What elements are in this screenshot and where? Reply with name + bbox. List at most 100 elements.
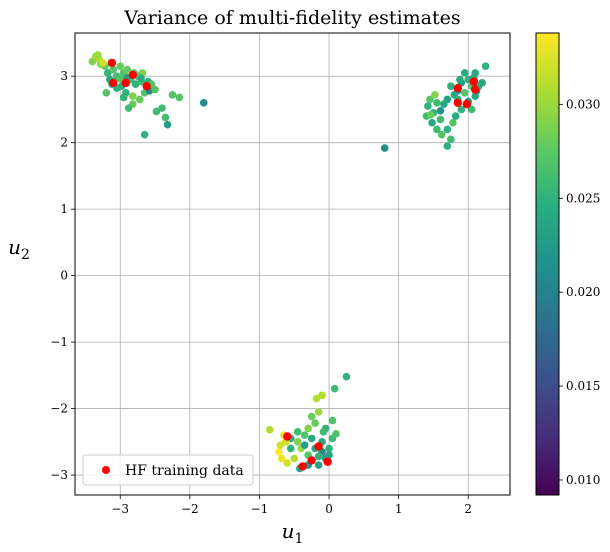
x-tick-label: −3 [111, 502, 129, 516]
data-point [424, 102, 432, 110]
x-axis-ticks: −3 −2 −1 0 1 2 [111, 495, 472, 516]
data-point [161, 113, 170, 122]
colorbar-tick-label: 0.020 [566, 285, 600, 299]
hf-training-point [453, 98, 462, 107]
data-point [311, 419, 319, 428]
data-point [314, 452, 323, 461]
data-point [314, 408, 323, 416]
hf-training-point [307, 456, 316, 465]
y-tick-label: −2 [50, 402, 68, 416]
hf-training-point [471, 85, 480, 94]
data-point [431, 91, 439, 99]
data-point [116, 62, 125, 71]
data-point [128, 92, 137, 100]
colorbar [535, 32, 560, 496]
hf-training-point [298, 462, 307, 471]
data-point [447, 82, 455, 90]
x-axis-label-subscript: 1 [294, 531, 303, 547]
data-point [457, 105, 466, 114]
data-point [123, 65, 131, 74]
y-tick-label: 2 [60, 136, 68, 150]
data-point [99, 59, 107, 67]
data-point [135, 95, 144, 104]
data-point [443, 125, 452, 134]
hf-training-point [107, 58, 117, 68]
data-point [140, 130, 149, 139]
data-point [433, 125, 441, 134]
colorbar-tick-label: 0.030 [566, 97, 600, 111]
hf-training-points [107, 58, 480, 471]
data-point [304, 424, 312, 433]
data-point [137, 74, 145, 83]
data-point [433, 98, 441, 107]
data-point [277, 454, 286, 463]
legend: HF training data [82, 454, 254, 486]
data-point [151, 85, 159, 94]
data-point [342, 372, 351, 381]
data-point [102, 89, 111, 97]
x-tick-label: −2 [181, 502, 199, 516]
data-point [426, 110, 435, 119]
hf-training-point [469, 77, 479, 86]
data-point [451, 112, 460, 120]
data-point [124, 104, 133, 112]
data-point [436, 106, 445, 115]
data-point [328, 416, 337, 425]
hf-training-point [462, 99, 472, 109]
data-point [436, 115, 445, 124]
data-point [428, 118, 436, 127]
data-point [460, 69, 469, 77]
data-point [307, 412, 316, 421]
legend-label-hf: HF training data [125, 463, 244, 479]
data-point [293, 438, 302, 446]
data-point [314, 461, 323, 469]
data-point [325, 444, 333, 453]
y-tick-label: −1 [50, 335, 68, 349]
y-axis-label-main: u [8, 235, 21, 259]
legend-box [82, 454, 254, 486]
y-tick-label: 1 [60, 202, 68, 216]
data-point [330, 384, 339, 393]
hf-training-point [121, 78, 131, 88]
data-point [286, 444, 295, 453]
data-point [290, 454, 299, 463]
data-point [158, 104, 166, 112]
data-point [163, 120, 172, 129]
variance-points [88, 51, 490, 473]
data-point [312, 394, 321, 403]
colorbar-ticks: 0.010 0.015 0.020 0.025 0.030 [559, 97, 600, 487]
data-point [318, 391, 326, 400]
data-point [437, 130, 446, 139]
data-point [478, 79, 486, 87]
data-point [109, 65, 118, 74]
data-point [152, 107, 161, 116]
colorbar-tick-label: 0.025 [566, 191, 600, 205]
x-axis-label: u1 [282, 519, 304, 547]
hf-training-point [109, 78, 118, 88]
data-point [293, 428, 302, 436]
data-point [199, 98, 208, 107]
data-point [319, 428, 328, 436]
data-point [467, 105, 476, 114]
data-point [460, 89, 469, 97]
data-point [440, 100, 448, 108]
y-tick-label: −3 [50, 468, 68, 482]
x-tick-label: −1 [251, 502, 269, 516]
hf-training-point [283, 432, 292, 441]
data-point [168, 91, 177, 99]
y-axis-ticks: −3 −2 −1 0 1 2 3 [50, 69, 75, 482]
data-point [307, 434, 316, 443]
data-point [325, 451, 333, 459]
data-point [380, 144, 389, 152]
data-point [276, 441, 285, 449]
colorbar-tick-label: 0.010 [566, 473, 600, 487]
x-tick-label: 0 [325, 502, 333, 516]
data-point [443, 142, 452, 150]
data-point [275, 447, 283, 456]
data-point [266, 426, 274, 434]
hf-training-point [142, 81, 151, 91]
hf-training-point [314, 442, 323, 451]
legend-marker-hf [102, 466, 110, 474]
x-tick-label: 2 [464, 502, 472, 516]
